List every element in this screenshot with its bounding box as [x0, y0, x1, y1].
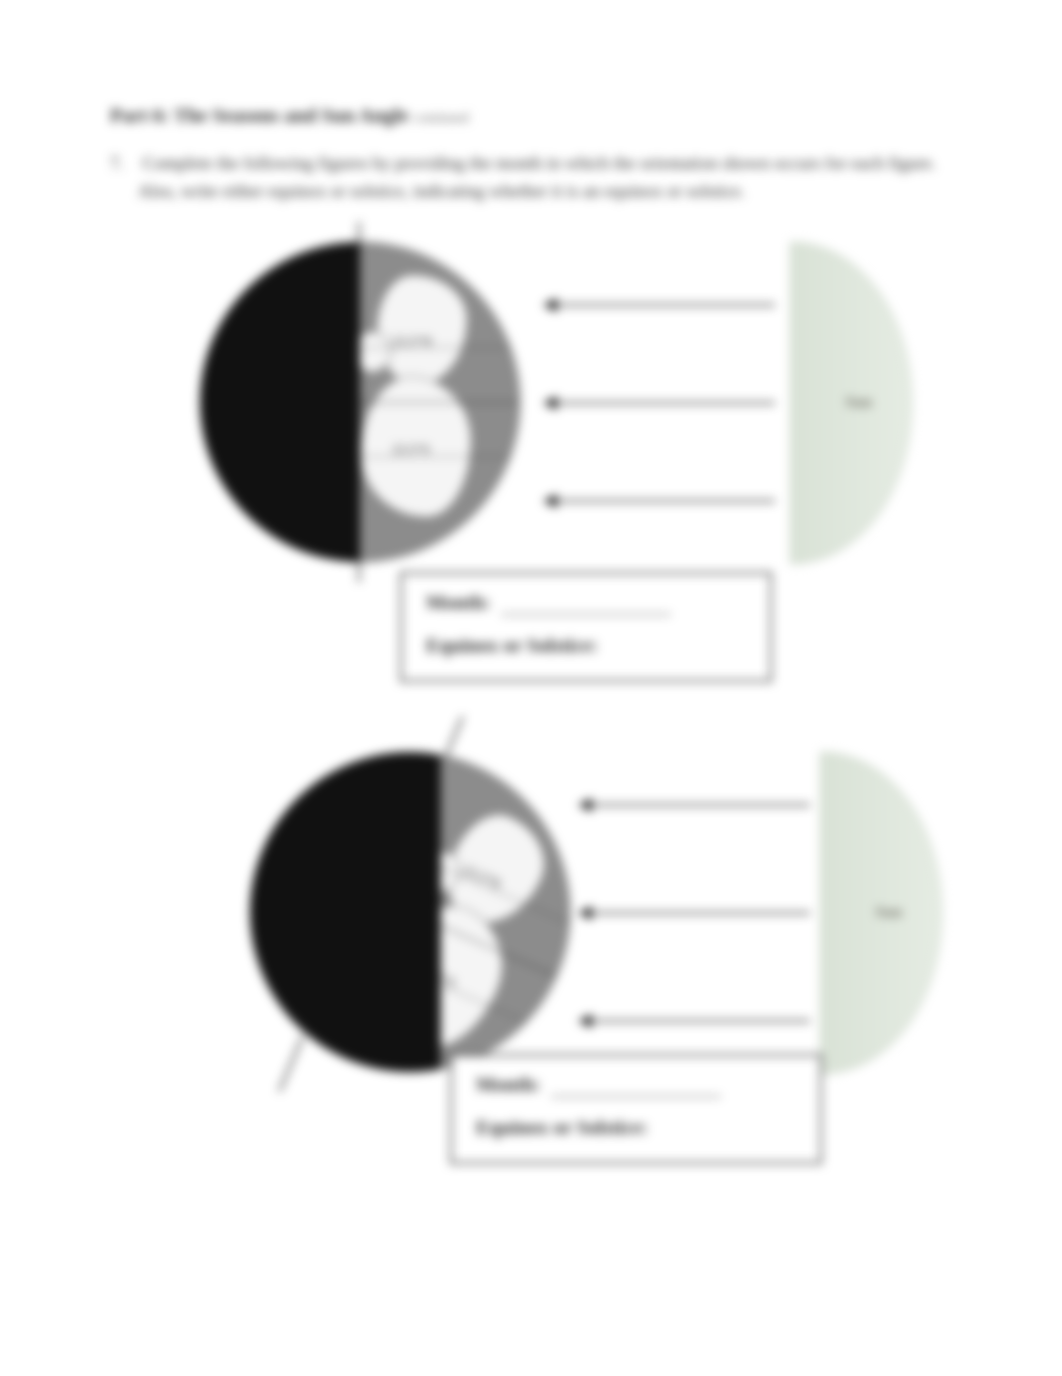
sun-label: Sun: [876, 904, 903, 922]
question-text: 7. Complete the following figures by pro…: [138, 150, 940, 206]
sun-label: Sun: [846, 394, 873, 412]
globe-equinox: 23.5°N 23.5°S: [200, 242, 520, 562]
sun-shape: Sun: [790, 242, 912, 564]
sun-shape: Sun: [820, 752, 942, 1074]
sun-ray: [545, 402, 775, 404]
sun-ray: [580, 912, 810, 914]
figure-2: 23.5°N 23.5°S Sun Month: Equinox or Sols…: [150, 734, 940, 1204]
heading-text: Part 6: The Seasons and Sun Angle: [110, 105, 409, 127]
month-label: Month:: [476, 1074, 540, 1096]
sun-ray: [580, 804, 810, 806]
instruction-text: Complete the following figures by provid…: [138, 153, 936, 201]
sun-ray: [545, 304, 775, 306]
month-blank[interactable]: [551, 1074, 721, 1097]
type-label: Equinox or Solstice:: [476, 1117, 648, 1139]
month-blank[interactable]: [501, 592, 671, 615]
sun-ray: [580, 1020, 810, 1022]
answer-box-1: Month: Equinox or Solstice:: [400, 572, 772, 682]
heading-suffix: continued: [414, 111, 469, 126]
axis-top-tick: [358, 222, 360, 242]
tropic-s-label: 23.5°S: [392, 443, 430, 459]
answer-box-2: Month: Equinox or Solstice:: [450, 1054, 822, 1164]
month-row: Month:: [476, 1074, 796, 1097]
month-row: Month:: [426, 592, 746, 615]
landmass: [376, 274, 468, 386]
tropic-n-label: 23.5°N: [392, 335, 432, 351]
question-number: 7.: [110, 150, 138, 178]
type-row: Equinox or Solstice:: [426, 635, 746, 658]
section-heading: Part 6: The Seasons and Sun Angle contin…: [110, 105, 940, 128]
worksheet-page: Part 6: The Seasons and Sun Angle contin…: [110, 105, 940, 1244]
axis-bottom-tick: [358, 562, 360, 582]
axis-bottom-tilt: [278, 1036, 303, 1092]
figure-1: 23.5°N 23.5°S Sun Month: Equinox or Sols…: [150, 224, 940, 694]
night-shadow: [233, 701, 441, 1088]
night-shadow: [200, 242, 360, 562]
type-row: Equinox or Solstice:: [476, 1117, 796, 1140]
type-label: Equinox or Solstice:: [426, 635, 598, 657]
sun-ray: [545, 500, 775, 502]
month-label: Month:: [426, 592, 490, 614]
